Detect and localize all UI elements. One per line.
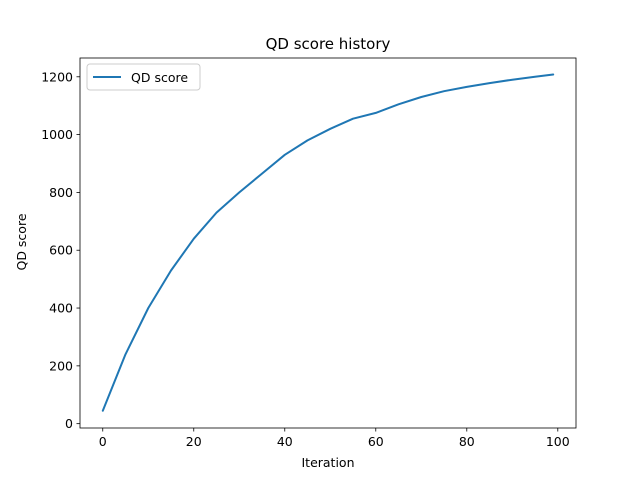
plot-area [79,57,577,429]
x-tick-label: 80 [459,434,475,449]
x-axis: 0 20 40 60 80 100 [99,428,570,449]
y-tick-label: 1200 [41,69,73,84]
x-tick-label: 0 [99,434,107,449]
y-tick-label: 800 [49,185,73,200]
legend-box [86,63,201,91]
x-tick-label: 100 [546,434,570,449]
y-tick-label: 200 [49,358,73,373]
x-tick-label: 60 [368,434,384,449]
y-axis-label: QD score [14,213,29,270]
x-axis-label: Iteration [301,455,354,470]
x-tick-label: 20 [186,434,202,449]
plot-frame [79,57,577,429]
y-tick-label: 0 [65,416,73,431]
series-layer [101,73,555,412]
legend-label-qd-score: QD score [131,70,188,85]
y-tick-label: 600 [49,243,73,258]
y-tick-label: 1000 [41,127,73,142]
legend: QD score [86,63,201,91]
chart-title: QD score history [266,35,391,53]
y-tick-label: 400 [49,301,73,316]
x-tick-label: 40 [277,434,293,449]
series-line-qd-score [101,73,555,412]
y-axis: 0 200 400 600 800 1000 1200 [41,69,80,431]
